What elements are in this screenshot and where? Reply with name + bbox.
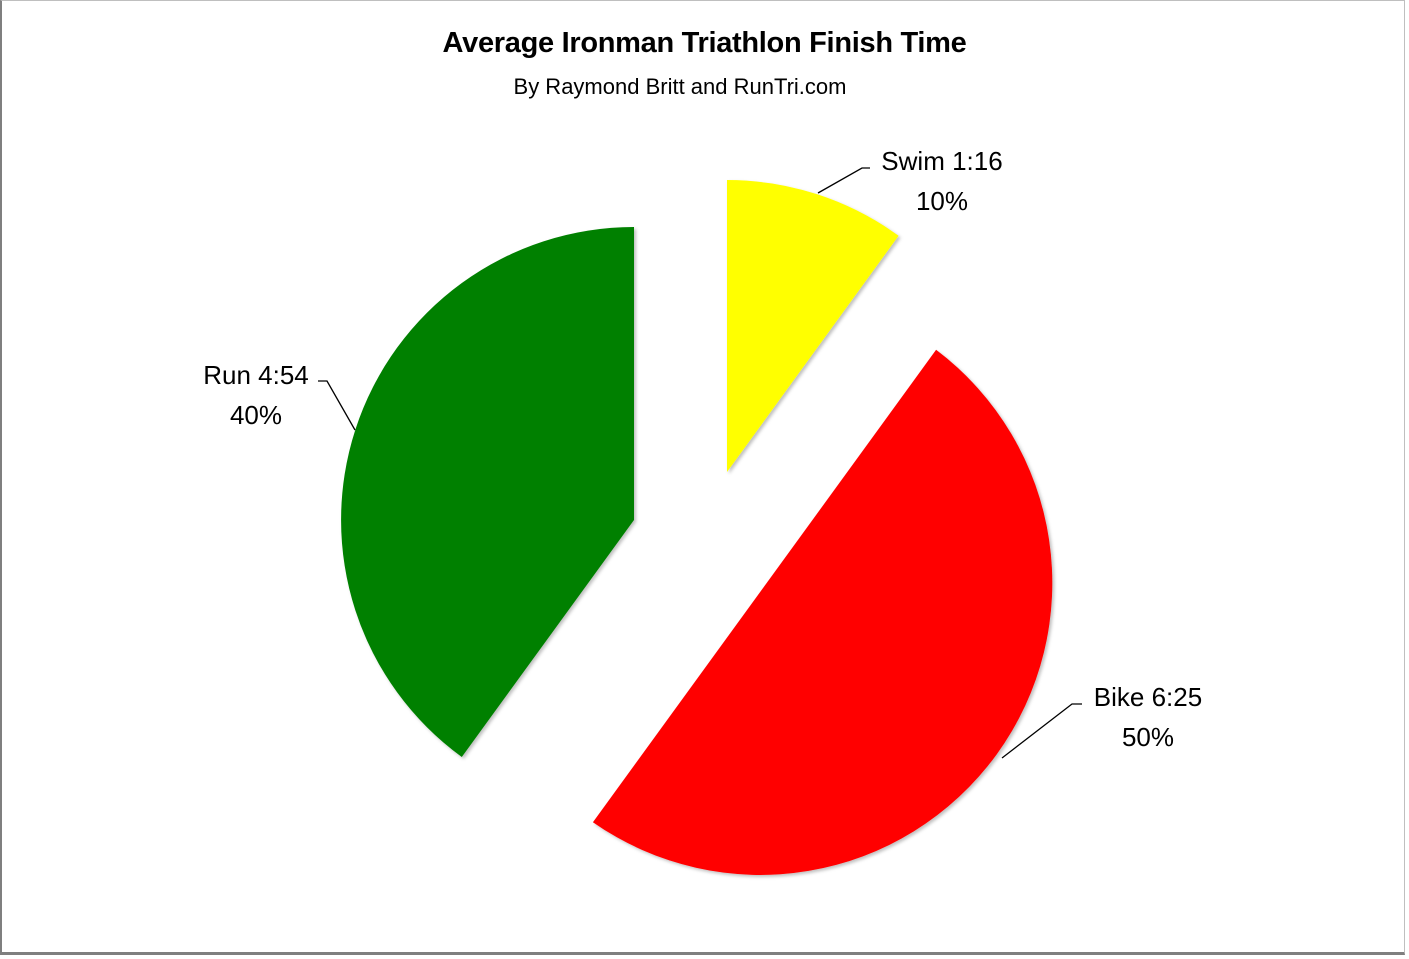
leader-line-bike xyxy=(1001,703,1082,759)
data-label-swim: Swim 1:16 10% xyxy=(862,141,1022,221)
data-label-run-percent: 40% xyxy=(229,400,283,430)
leader-line-run xyxy=(318,380,356,431)
data-label-bike-name: Bike 6:25 xyxy=(1093,682,1203,712)
pie-slice-swim[interactable] xyxy=(727,180,899,472)
pie-slice-bike[interactable] xyxy=(592,349,1053,875)
data-label-bike-percent: 50% xyxy=(1121,722,1175,752)
data-label-run-name: Run 4:54 xyxy=(203,360,309,390)
chart-title: Average Ironman Triathlon Finish Time xyxy=(442,27,967,59)
leader-line-swim xyxy=(817,167,870,194)
pie-slice-run[interactable] xyxy=(341,227,634,757)
data-label-swim-percent: 10% xyxy=(915,186,969,216)
data-label-swim-name: Swim 1:16 xyxy=(881,146,1003,176)
chart-subtitle: By Raymond Britt and RunTri.com xyxy=(513,74,847,99)
data-label-bike: Bike 6:25 50% xyxy=(1068,677,1228,757)
data-label-run: Run 4:54 40% xyxy=(176,355,336,435)
